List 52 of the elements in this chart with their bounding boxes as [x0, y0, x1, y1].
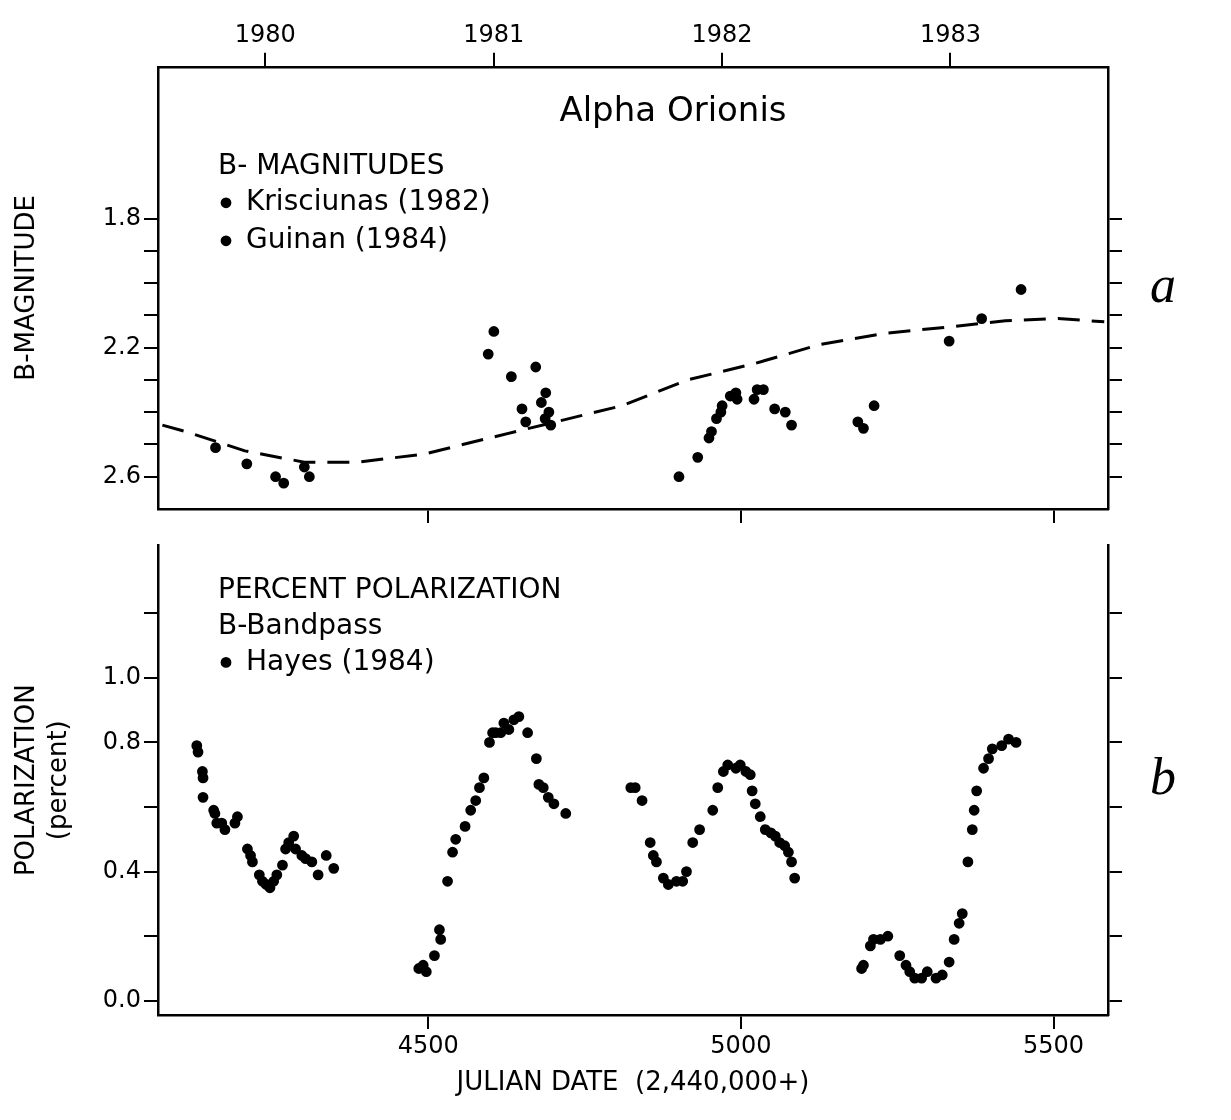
y-tick-label: 0.0	[102, 985, 141, 1014]
x2-tick-label: 1980	[234, 19, 296, 48]
text: a	[1150, 255, 1176, 313]
x-tick-label: 5500	[1023, 1030, 1085, 1059]
point	[786, 419, 797, 431]
point	[535, 397, 547, 408]
point	[673, 471, 685, 483]
x-axis-title: JULIAN DATE (2,440,000+)	[454, 1066, 810, 1097]
text: Alpha Orionis	[559, 88, 787, 129]
x-tick-label: 5000	[710, 1030, 772, 1059]
point	[769, 403, 781, 415]
point	[270, 471, 281, 483]
legend-label: Hayes (1984)	[246, 643, 435, 677]
legend-label: Krisciunas (1982)	[246, 184, 491, 218]
point	[210, 442, 221, 454]
y-axis-title: POLARIZATION (percent)	[10, 684, 72, 877]
point	[520, 416, 532, 428]
y-tick-label: 2.2	[102, 331, 141, 360]
point	[482, 348, 494, 360]
point	[530, 361, 542, 373]
point	[706, 426, 717, 437]
y-axis-title: B-MAGNITUDE	[10, 195, 41, 381]
point	[505, 371, 517, 383]
text: b	[1150, 747, 1176, 805]
point	[976, 313, 988, 324]
x-tick-label: 4500	[397, 1030, 459, 1059]
y-tick-label: 1.0	[102, 662, 141, 691]
point	[1015, 284, 1027, 295]
point	[868, 400, 880, 412]
legend-label: Guinan (1984)	[246, 222, 448, 256]
point	[516, 403, 528, 415]
x2-tick-label: 1982	[691, 19, 753, 48]
point	[692, 451, 704, 463]
x2-tick-label: 1981	[463, 19, 525, 48]
y-tick-label: 2.6	[102, 460, 141, 489]
legend-title: B- MAGNITUDES	[218, 148, 445, 182]
point	[748, 393, 760, 405]
y-tick-label: 0.4	[102, 855, 141, 884]
point	[543, 406, 555, 418]
point	[540, 387, 552, 399]
x2-tick-label: 1983	[919, 19, 981, 48]
point	[545, 419, 557, 431]
point	[303, 471, 315, 483]
point	[943, 335, 955, 347]
y-tick-label: 1.8	[102, 202, 141, 231]
point	[278, 477, 290, 489]
point	[241, 458, 253, 470]
legend-title: PERCENT POLARIZATION B-Bandpass	[218, 571, 562, 641]
y-tick-label: 0.8	[102, 726, 141, 755]
point	[858, 422, 869, 434]
point	[488, 326, 500, 337]
point	[779, 406, 791, 418]
